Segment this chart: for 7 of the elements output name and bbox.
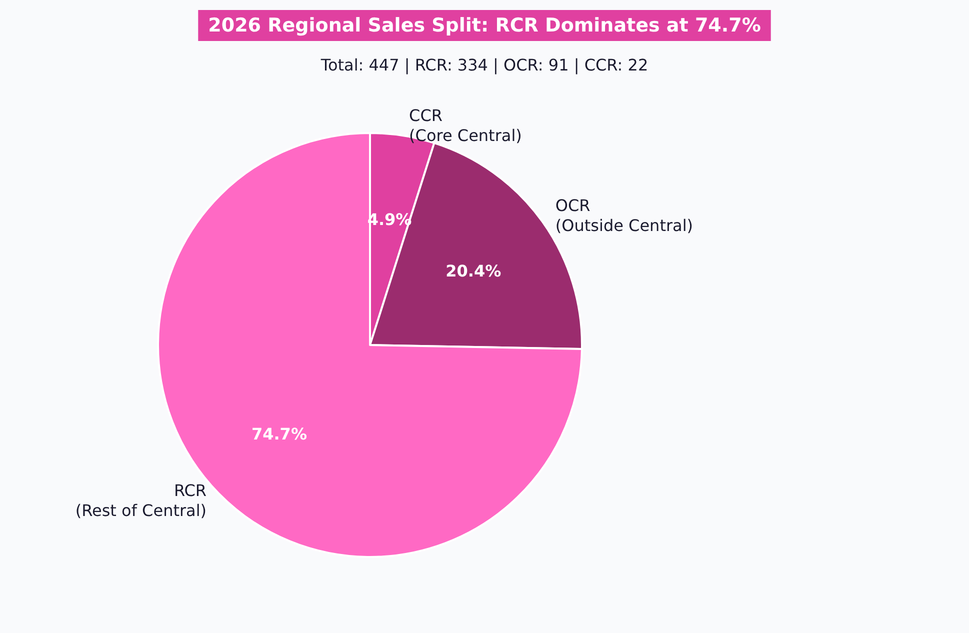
data-label: 74.7%	[251, 424, 307, 444]
data-label: 20.4%	[446, 261, 502, 280]
chart-subtitle: Total: 447 | RCR: 334 | OCR: 91 | CCR: 22	[320, 56, 648, 74]
slice-label: OCR (Outside Central)	[555, 196, 694, 236]
slice-label: RCR (Rest of Central)	[75, 480, 207, 520]
chart-title: 2026 Regional Sales Split: RCR Dominates at 74.7%	[208, 14, 761, 36]
slice-label: CCR (Core Central)	[409, 106, 522, 146]
